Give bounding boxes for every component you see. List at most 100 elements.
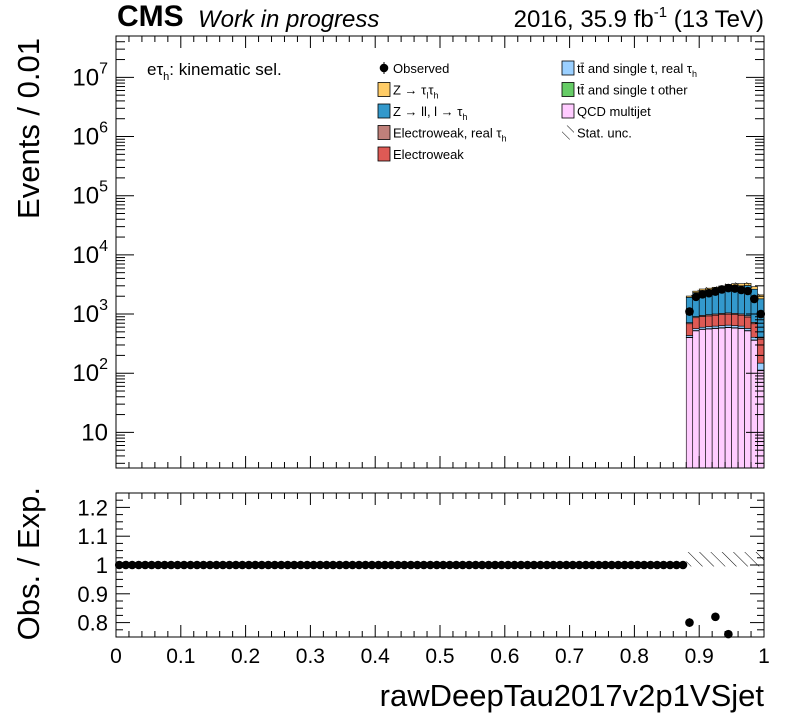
legend-entry-ttbar_other: tt̄ and single t other: [562, 83, 688, 98]
bar-qcd: [745, 331, 751, 468]
stat-unc-bin: [699, 288, 705, 291]
bar-ttbar_real_tau: [732, 326, 738, 328]
x-axis-title: rawDeepTau2017v2p1VSjet: [380, 678, 765, 713]
legend-label: Stat. unc.: [577, 126, 632, 141]
legend-label-part: Z → ll, l → τ: [393, 104, 463, 119]
y-tick-label: 105: [72, 179, 108, 210]
legend-entry-stat_unc: Stat. unc.: [562, 126, 632, 141]
y-tick-exponent: 7: [99, 60, 108, 77]
legend-label: Electroweak, real τh: [393, 126, 506, 144]
y-tick-label: 107: [72, 60, 108, 91]
legend-label: tt̄ and single t, real τh: [577, 61, 697, 79]
legend-label-part: Electroweak: [393, 147, 464, 162]
bar-qcd: [686, 338, 692, 468]
bar-qcd: [732, 328, 738, 468]
x-tick-label: 0.4: [361, 645, 391, 668]
main-x-ticks: [116, 36, 764, 468]
legend-entry-observed: Observed: [380, 61, 450, 76]
y-axis-title-main: Events / 0.01: [11, 38, 46, 219]
legend-label-part: Stat. unc.: [577, 126, 632, 141]
y-tick-base: 10: [72, 242, 99, 269]
x-tick-label: 0.3: [296, 645, 325, 668]
bar-qcd: [725, 328, 731, 468]
bar-ewk: [725, 314, 731, 325]
y-tick-exponent: 4: [99, 238, 108, 255]
legend-label: tt̄ and single t other: [577, 83, 688, 98]
y-tick-base: 10: [72, 360, 99, 387]
y-tick-label: 10: [81, 419, 108, 446]
ratio-point: [711, 613, 720, 622]
stat-unc-bin: [738, 282, 744, 285]
legend-label-part: QCD multijet: [577, 104, 651, 119]
lumi-suffix: (13 TeV): [667, 6, 764, 33]
bar-ewk: [745, 317, 751, 328]
legend-hatch: [562, 126, 574, 140]
legend-swatch: [378, 147, 390, 161]
y-tick-label: 103: [72, 297, 108, 328]
legend-marker: [380, 64, 389, 73]
legend-label-part: tt̄ and single t, real τ: [577, 61, 693, 76]
x-tick-label: 0.5: [425, 645, 454, 668]
bar-ttbar_real_tau: [738, 326, 744, 328]
ratio-y-tick-label: 1.2: [77, 495, 108, 520]
main-frame: [116, 36, 764, 468]
bar-ewk: [758, 339, 764, 363]
x-tick-label: 0.6: [490, 645, 519, 668]
stat-unc-bin: [693, 290, 699, 293]
legend-label: Z → τlτh: [393, 83, 438, 101]
legend-swatch: [378, 104, 390, 118]
y-tick-base: 10: [72, 64, 99, 91]
bar-ewk: [712, 315, 718, 326]
legend-label: Observed: [393, 61, 449, 76]
bar-ttbar_real_tau: [758, 363, 764, 370]
bar-ewk: [693, 318, 699, 329]
lumi-exponent: -1: [654, 4, 667, 21]
legend-label-part: h: [462, 112, 467, 122]
bar-qcd: [712, 328, 718, 468]
ratio-y-tick-label: 0.8: [77, 611, 108, 636]
y-tick-exponent: 5: [99, 179, 108, 196]
y-tick-base: 10: [81, 419, 108, 446]
legend-label: Electroweak: [393, 147, 464, 162]
ratio-point: [685, 618, 694, 627]
legend-label-part: h: [692, 69, 697, 79]
legend-label-part: Electroweak, real τ: [393, 126, 502, 141]
bar-qcd: [706, 329, 712, 468]
bar-ewk: [751, 324, 757, 338]
bar-ewk: [706, 316, 712, 327]
legend-entry-qcd: QCD multijet: [562, 104, 651, 119]
x-tick-label: 0: [110, 645, 122, 668]
bar-ewk: [738, 315, 744, 326]
stack-bars: [686, 282, 764, 468]
y-tick-exponent: 3: [99, 297, 108, 314]
legend-label-part: h: [501, 134, 506, 144]
y-tick-label: 104: [72, 238, 108, 269]
ratio-points: [115, 561, 733, 639]
ratio-y-tick-label: 0.9: [77, 582, 108, 607]
bar-zll: [751, 289, 757, 322]
legend-label-part: Observed: [393, 61, 449, 76]
legend-swatch: [562, 61, 574, 75]
x-tick-label: 0.9: [685, 645, 714, 668]
bar-ttbar_real_tau: [745, 328, 751, 330]
status-label: Work in progress: [198, 6, 379, 33]
channel-label: eτh: kinematic sel.: [147, 60, 282, 83]
legend-label: Z → ll, l → τh: [393, 104, 467, 122]
stat-unc-band: [686, 552, 764, 566]
legend-swatch: [562, 104, 574, 118]
ratio-y-tick-label: 1.1: [77, 524, 108, 549]
y-tick-base: 10: [72, 183, 99, 210]
bar-qcd: [719, 328, 725, 468]
legend-label-part: Z → τ: [393, 83, 427, 98]
y-tick-exponent: 2: [99, 356, 108, 373]
bar-ewk: [686, 324, 692, 336]
legend-entry-ewk_real_tau: Electroweak, real τh: [378, 126, 506, 144]
bar-ttbar_real_tau: [725, 325, 731, 327]
observed-point: [685, 307, 694, 316]
y-axis-title-ratio: Obs. / Exp.: [11, 487, 46, 640]
